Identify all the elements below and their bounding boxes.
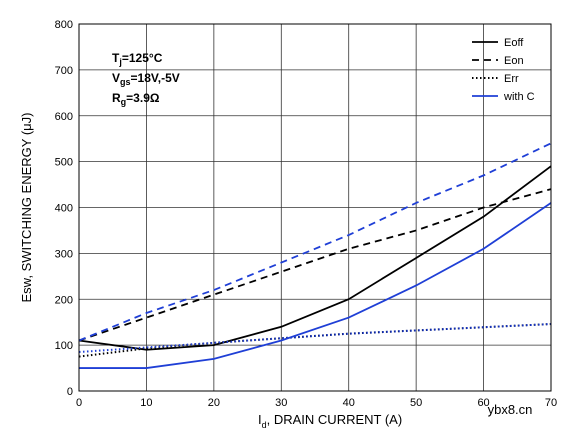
legend: Eoff Eon Err with C [472, 37, 535, 103]
series-line-1 [78, 188, 552, 342]
x-tick-label: 20 [208, 397, 220, 409]
x-tick-label: 10 [140, 397, 152, 409]
x-axis-label-rest: , DRAIN CURRENT (A) [267, 412, 403, 427]
x-axis-label-main: I [258, 412, 262, 427]
y-axis-label: Esw, SWITCHING ENERGY (μJ) [19, 113, 34, 303]
x-tick-label: 50 [410, 397, 422, 409]
y-tick-label: 100 [55, 340, 73, 352]
legend-label: Eon [504, 55, 524, 67]
series-group [78, 142, 552, 369]
x-tick-label: 0 [76, 397, 82, 409]
series-line-0 [78, 165, 552, 351]
x-tick-label: 60 [477, 397, 489, 409]
y-tick-label: 500 [55, 157, 73, 169]
y-tick-label: 800 [55, 19, 73, 31]
annotation-line-rg: Rg=3.9Ω [112, 91, 160, 107]
series-line-5 [78, 323, 552, 354]
y-tick-label: 200 [55, 294, 73, 306]
annotation-line-vgs: Vgs=18V,-5V [112, 71, 180, 87]
legend-label: with C [503, 91, 535, 103]
series-line-3 [79, 202, 552, 369]
x-tick-label: 70 [545, 397, 557, 409]
y-tick-label: 300 [55, 248, 73, 260]
annotation-line-tj: Tj=125°C [112, 51, 163, 67]
legend-label: Err [504, 73, 519, 85]
y-tick-label: 400 [55, 203, 73, 215]
legend-label: Eoff [504, 37, 524, 49]
y-tick-labels: 0 100 200 300 400 500 600 700 800 [55, 19, 73, 398]
y-tick-label: 0 [67, 386, 73, 398]
x-tick-label: 40 [343, 397, 355, 409]
x-axis-label-sub: d [262, 420, 267, 430]
x-axis-label: Id, DRAIN CURRENT (A) [258, 412, 402, 430]
y-tick-label: 600 [55, 111, 73, 123]
conditions-annotation: Tj=125°C Vgs=18V,-5V Rg=3.9Ω [112, 51, 180, 107]
plot-frame [78, 23, 552, 392]
series-line-4 [78, 142, 552, 342]
watermark: ybx8.cn [488, 402, 533, 417]
x-tick-labels: 0 10 20 30 40 50 60 70 [76, 397, 557, 409]
x-tick-label: 30 [275, 397, 287, 409]
y-tick-label: 700 [55, 65, 73, 77]
